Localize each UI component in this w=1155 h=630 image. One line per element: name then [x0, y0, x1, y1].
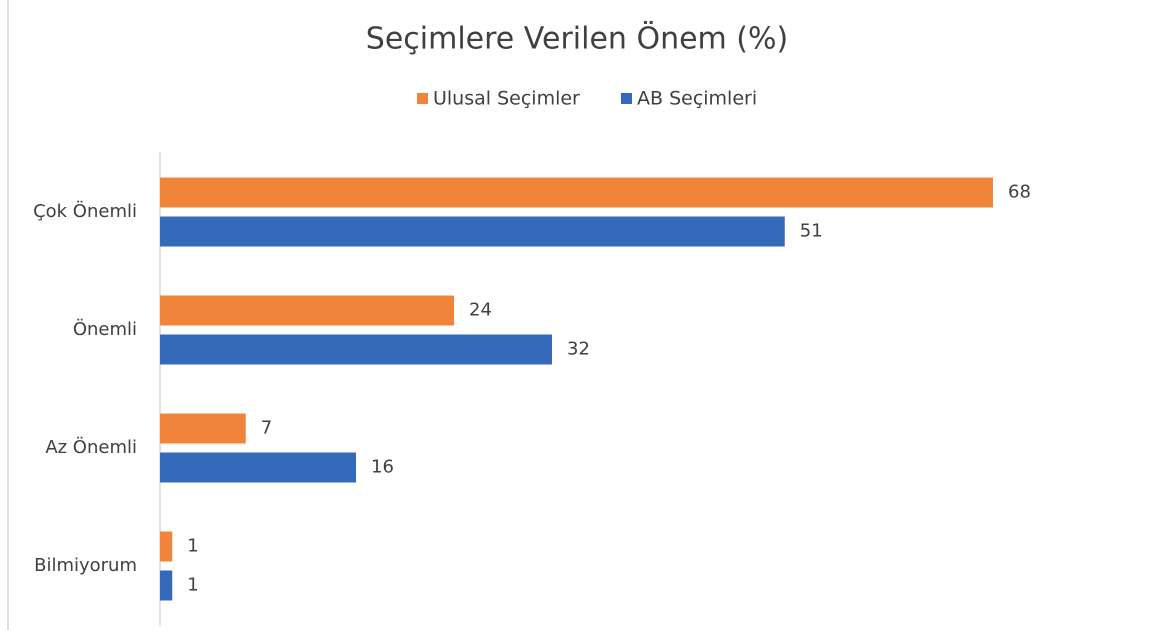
- legend-label: AB Seçimleri: [637, 88, 757, 110]
- bar: [160, 413, 246, 444]
- chart-title: Seçimlere Verilen Önem (%): [366, 21, 788, 57]
- bar: [160, 531, 173, 562]
- data-label: 16: [371, 457, 394, 478]
- bar: [160, 295, 454, 326]
- data-label: 24: [469, 300, 492, 321]
- data-label: 1: [187, 575, 198, 596]
- y-tick-label: Bilmiyorum: [34, 555, 137, 576]
- data-label: 51: [800, 221, 823, 242]
- y-tick-label: Çok Önemli: [33, 200, 137, 222]
- data-label: 32: [567, 339, 590, 360]
- y-tick-label: Az Önemli: [45, 436, 137, 458]
- bar: [160, 570, 173, 601]
- legend-swatch: [417, 93, 428, 104]
- data-label: 7: [261, 418, 272, 439]
- bar: [160, 216, 785, 247]
- data-label: 68: [1008, 182, 1031, 203]
- bar: [160, 177, 993, 208]
- bar: [160, 334, 552, 365]
- legend-swatch: [621, 93, 632, 104]
- y-tick-label: Önemli: [73, 318, 137, 340]
- data-label: 1: [187, 536, 198, 557]
- bar: [160, 452, 356, 483]
- legend-label: Ulusal Seçimler: [433, 88, 580, 110]
